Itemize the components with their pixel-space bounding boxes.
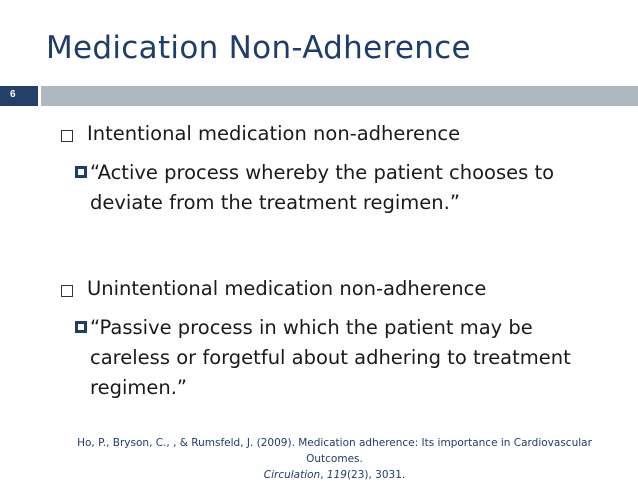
- checkbox-bullet-icon: [61, 130, 73, 142]
- citation-source: Circulation, 119(23), 3031.: [263, 469, 406, 481]
- citation-issue-pages: (23), 3031.: [346, 469, 406, 481]
- bullet-heading: Intentional medication non-adherence: [87, 122, 461, 145]
- square-bullet-icon: [75, 321, 87, 333]
- bullet-intentional: Intentional medication non-adherence: [61, 122, 460, 145]
- bullet-heading: Unintentional medication non-adherence: [87, 277, 487, 300]
- sub-bullet-text: “Active process whereby the patient choo…: [90, 161, 555, 214]
- title-divider: [41, 86, 638, 106]
- citation-volume: 119: [326, 469, 347, 481]
- bullet-unintentional: Unintentional medication non-adherence: [61, 277, 486, 300]
- citation-authors: Ho, P., Bryson, C., , & Rumsfeld, J. (20…: [77, 437, 592, 465]
- slide-number-box: [0, 86, 38, 106]
- sub-bullet-unintentional: “Passive process in which the patient ma…: [75, 313, 615, 403]
- slide-title: Medication Non-Adherence: [46, 30, 471, 66]
- sub-bullet-text: “Passive process in which the patient ma…: [90, 316, 571, 399]
- citation-journal: Circulation: [263, 469, 321, 481]
- square-bullet-icon: [75, 166, 87, 178]
- citation: Ho, P., Bryson, C., , & Rumsfeld, J. (20…: [62, 435, 607, 483]
- checkbox-bullet-icon: [61, 285, 73, 297]
- slide-number: 6: [10, 89, 16, 100]
- sub-bullet-intentional: “Active process whereby the patient choo…: [75, 158, 615, 218]
